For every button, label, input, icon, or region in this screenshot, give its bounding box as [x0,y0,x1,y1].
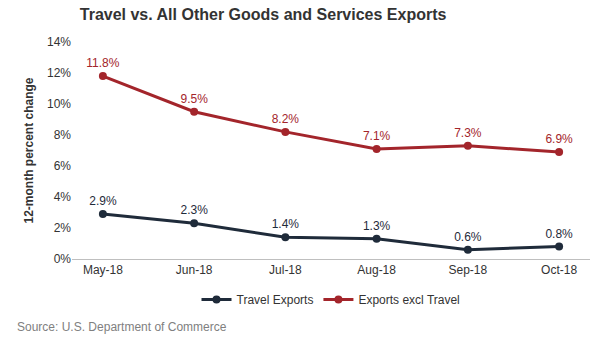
svg-text:Jul-18: Jul-18 [269,263,302,277]
svg-text:2%: 2% [54,221,72,235]
svg-text:0.8%: 0.8% [545,227,573,241]
svg-text:12%: 12% [47,66,71,80]
svg-text:Jun-18: Jun-18 [176,263,213,277]
svg-text:8.2%: 8.2% [272,112,300,126]
svg-text:1.3%: 1.3% [363,219,391,233]
svg-text:7.1%: 7.1% [363,129,391,143]
svg-text:1.4%: 1.4% [272,217,300,231]
svg-text:2.3%: 2.3% [180,203,208,217]
svg-text:0%: 0% [54,252,72,266]
svg-text:Travel vs. All Other Goods and: Travel vs. All Other Goods and Services … [80,6,447,23]
svg-text:9.5%: 9.5% [180,92,208,106]
svg-text:Source: U.S. Department of Com: Source: U.S. Department of Commerce [17,320,227,334]
svg-text:6.9%: 6.9% [545,132,573,146]
svg-text:11.8%: 11.8% [86,56,119,70]
svg-text:May-18: May-18 [83,263,123,277]
svg-text:Sep-18: Sep-18 [449,263,488,277]
svg-text:14%: 14% [47,35,71,49]
svg-text:Oct-18: Oct-18 [541,263,577,277]
svg-text:Aug-18: Aug-18 [357,263,396,277]
svg-text:6%: 6% [54,159,72,173]
svg-text:4%: 4% [54,190,72,204]
svg-text:0.6%: 0.6% [454,230,482,244]
svg-text:2.9%: 2.9% [89,194,117,208]
svg-text:7.3%: 7.3% [454,126,482,140]
svg-text:10%: 10% [47,97,71,111]
svg-text:Travel Exports: Travel Exports [237,293,314,307]
svg-text:Exports excl Travel: Exports excl Travel [358,293,459,307]
svg-text:8%: 8% [54,128,72,142]
svg-text:12-month percent change: 12-month percent change [22,77,36,223]
